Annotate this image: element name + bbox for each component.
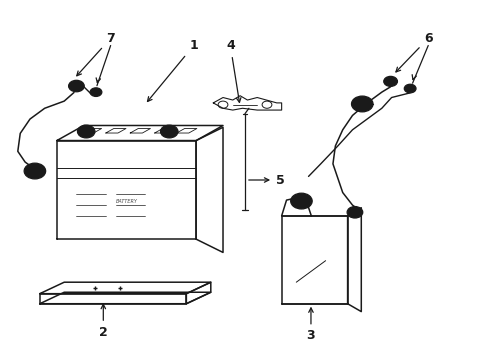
Circle shape — [351, 96, 373, 112]
Text: BATTERY: BATTERY — [116, 199, 138, 204]
Text: 4: 4 — [226, 39, 241, 102]
Text: 7: 7 — [77, 32, 115, 76]
Text: 3: 3 — [307, 308, 315, 342]
Circle shape — [384, 76, 397, 86]
Circle shape — [24, 163, 46, 179]
Text: 5: 5 — [249, 174, 285, 186]
Circle shape — [69, 80, 84, 92]
Circle shape — [77, 125, 95, 138]
Text: 1: 1 — [147, 39, 198, 102]
Circle shape — [90, 88, 102, 96]
Circle shape — [291, 193, 312, 209]
Circle shape — [160, 125, 178, 138]
Text: 6: 6 — [396, 32, 433, 72]
Circle shape — [404, 84, 416, 93]
Circle shape — [347, 207, 363, 218]
Text: 2: 2 — [99, 304, 108, 339]
